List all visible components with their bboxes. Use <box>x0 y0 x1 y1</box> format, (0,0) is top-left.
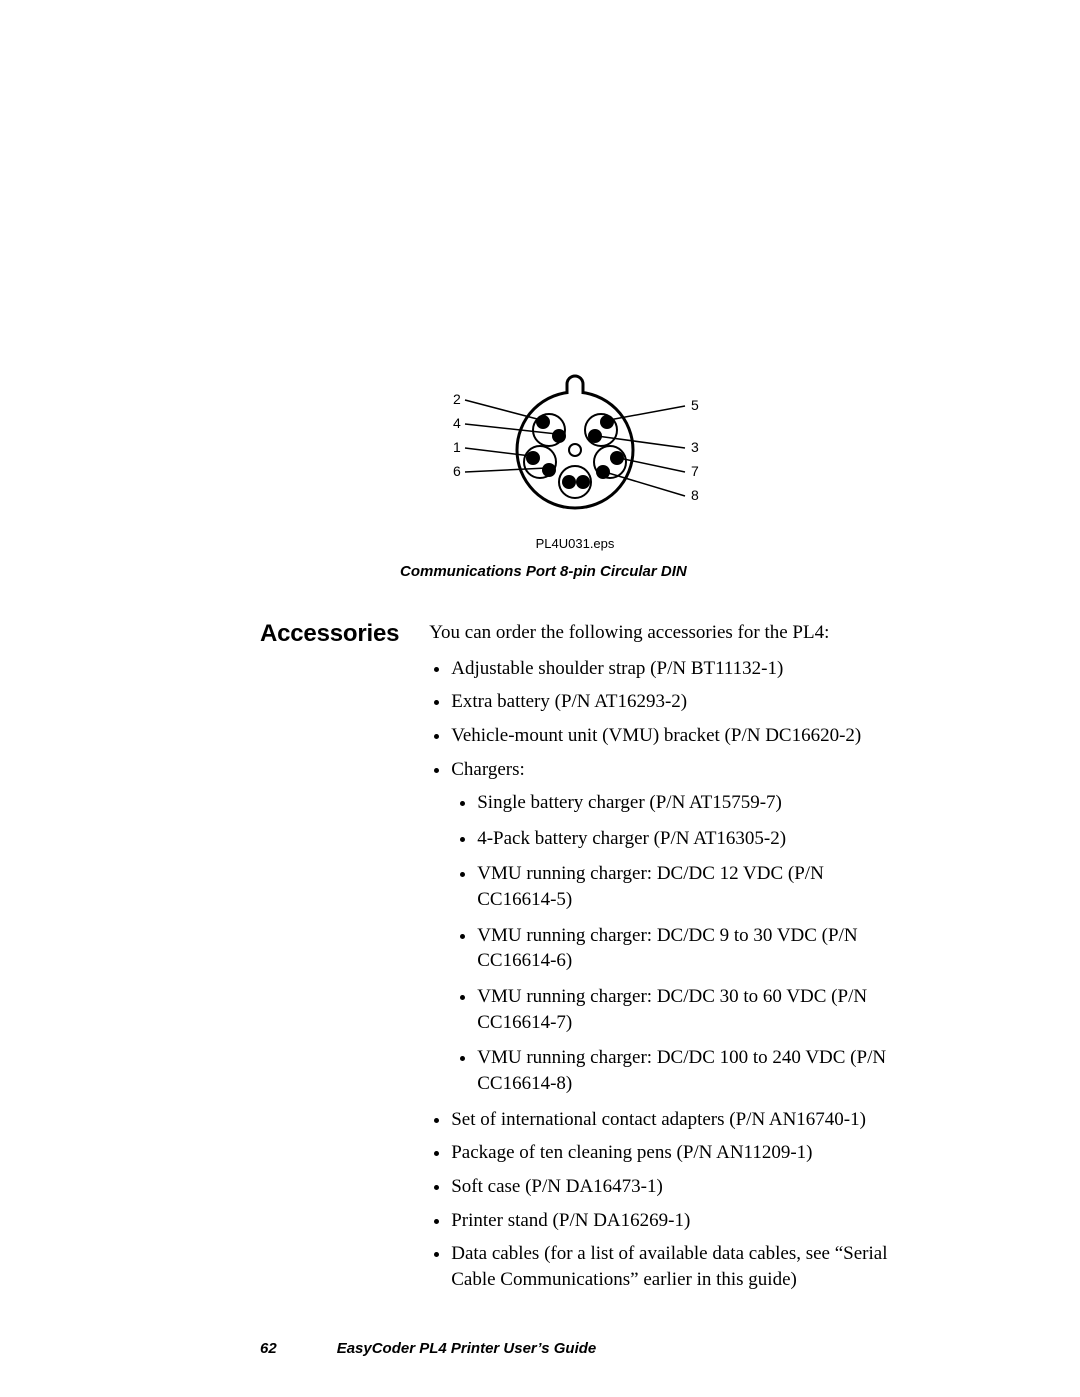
pin-label-5: 5 <box>691 397 699 413</box>
sub-item-text: 4-Pack battery charger (P/N AT16305-2) <box>477 828 786 849</box>
list-item: Set of international contact adapters (P… <box>451 1107 890 1133</box>
list-item: Extra battery (P/N AT16293-2) <box>451 689 890 715</box>
list-item: Adjustable shoulder strap (P/N BT11132-1… <box>451 656 890 682</box>
list-item: VMU running charger: DC/DC 100 to 240 VD… <box>477 1045 890 1096</box>
section-heading: Accessories <box>260 620 399 648</box>
list-item: VMU running charger: DC/DC 9 to 30 VDC (… <box>477 923 890 974</box>
list-item: Soft case (P/N DA16473-1) <box>451 1174 890 1200</box>
item-text: Set of international contact adapters (P… <box>451 1109 866 1130</box>
sub-item-text: Single battery charger (P/N AT15759-7) <box>477 792 782 813</box>
item-text: Vehicle-mount unit (VMU) bracket (P/N DC… <box>451 725 861 746</box>
pin-label-4: 4 <box>453 415 461 431</box>
item-text: Adjustable shoulder strap (P/N BT11132-1… <box>451 658 783 679</box>
list-item: VMU running charger: DC/DC 12 VDC (P/N C… <box>477 861 890 912</box>
section-body: You can order the following accessories … <box>429 620 890 1300</box>
din-connector-figure: 2 4 1 6 5 3 7 8 PL4U031.eps <box>315 370 835 551</box>
item-text: Data cables (for a list of available dat… <box>451 1243 887 1290</box>
item-text: Package of ten cleaning pens (P/N AN1120… <box>451 1142 812 1163</box>
figure-filename: PL4U031.eps <box>315 536 835 551</box>
pin-label-8: 8 <box>691 487 699 503</box>
section-intro: You can order the following accessories … <box>429 620 890 646</box>
accessories-section: Accessories You can order the following … <box>260 620 890 1300</box>
item-text: Chargers: <box>451 759 525 780</box>
list-item: Data cables (for a list of available dat… <box>451 1241 890 1292</box>
footer-title: EasyCoder PL4 Printer User’s Guide <box>337 1340 597 1357</box>
pin-label-2: 2 <box>453 391 461 407</box>
list-item: Vehicle-mount unit (VMU) bracket (P/N DC… <box>451 723 890 749</box>
pin-label-7: 7 <box>691 463 699 479</box>
figure-caption: Communications Port 8-pin Circular DIN <box>400 563 890 580</box>
sub-item-text: VMU running charger: DC/DC 30 to 60 VDC … <box>477 986 867 1033</box>
list-item: Single battery charger (P/N AT15759-7) <box>477 790 890 816</box>
pin-label-1: 1 <box>453 439 461 455</box>
document-page: 2 4 1 6 5 3 7 8 PL4U031.eps Communicatio… <box>0 0 1080 1397</box>
sub-item-text: VMU running charger: DC/DC 100 to 240 VD… <box>477 1047 886 1094</box>
pin-label-3: 3 <box>691 439 699 455</box>
pin-label-6: 6 <box>453 463 461 479</box>
din-connector-diagram: 2 4 1 6 5 3 7 8 <box>445 370 705 530</box>
list-item: Printer stand (P/N DA16269-1) <box>451 1208 890 1234</box>
sub-item-text: VMU running charger: DC/DC 9 to 30 VDC (… <box>477 925 857 972</box>
list-item: VMU running charger: DC/DC 30 to 60 VDC … <box>477 984 890 1035</box>
page-number: 62 <box>260 1340 277 1357</box>
page-footer: 62 EasyCoder PL4 Printer User’s Guide <box>260 1340 890 1357</box>
list-item: Chargers: Single battery charger (P/N AT… <box>451 757 890 1097</box>
list-item: 4-Pack battery charger (P/N AT16305-2) <box>477 826 890 852</box>
item-text: Extra battery (P/N AT16293-2) <box>451 691 687 712</box>
list-item: Package of ten cleaning pens (P/N AN1120… <box>451 1140 890 1166</box>
item-text: Printer stand (P/N DA16269-1) <box>451 1210 690 1231</box>
item-text: Soft case (P/N DA16473-1) <box>451 1176 663 1197</box>
sub-item-text: VMU running charger: DC/DC 12 VDC (P/N C… <box>477 863 824 910</box>
